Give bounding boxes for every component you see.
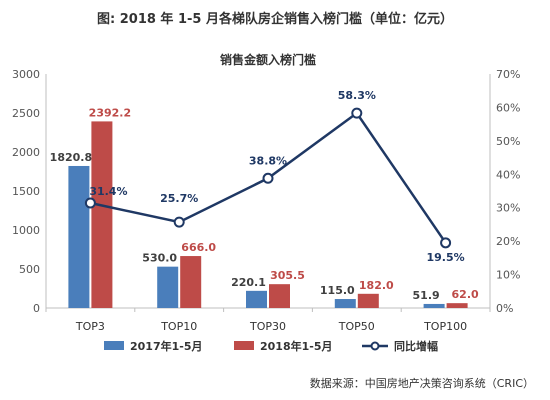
- y-right-tick-label: 70%: [496, 68, 520, 81]
- bar-value-label: 51.9: [413, 289, 440, 302]
- bar-value-label: 305.5: [270, 269, 305, 282]
- y-right-tick-label: 40%: [496, 168, 520, 181]
- bar-value-label: 220.1: [231, 276, 266, 289]
- bar-value-label: 2392.2: [89, 106, 131, 119]
- growth-point: [173, 216, 185, 228]
- y-right-tick-label: 10%: [496, 269, 520, 282]
- growth-point: [440, 237, 452, 249]
- y-right-tick-label: 0%: [496, 302, 513, 315]
- bar-value-label: 182.0: [359, 279, 394, 292]
- x-tick-label: TOP3: [75, 320, 105, 333]
- growth-value-label: 19.5%: [427, 251, 465, 264]
- legend-growth-swatch-marker: [370, 341, 380, 351]
- source-note: 数据来源：中国房地产决策咨询系统（CRIC）: [309, 377, 534, 390]
- growth-value-label: 31.4%: [89, 185, 127, 198]
- y-left-tick-label: 2500: [12, 107, 40, 120]
- bar-2017: [68, 165, 90, 308]
- bar-value-label: 666.0: [181, 241, 216, 254]
- x-tick-label: TOP30: [249, 320, 286, 333]
- growth-point: [84, 197, 96, 209]
- bar-2018: [269, 284, 290, 308]
- bar-2018: [91, 121, 113, 308]
- growth-point: [351, 107, 363, 119]
- y-left-tick-label: 1500: [12, 185, 40, 198]
- y-left-tick-label: 3000: [12, 68, 40, 81]
- chart-title: 销售金额入榜门槛: [220, 52, 316, 67]
- growth-point: [262, 172, 274, 184]
- legend-2017-label: 2017年1-5月: [130, 339, 203, 353]
- bar-value-label: 62.0: [452, 288, 479, 301]
- legend-2018-label: 2018年1-5月: [260, 339, 333, 353]
- y-right-tick-label: 60%: [496, 101, 520, 114]
- growth-value-label: 58.3%: [338, 89, 376, 102]
- y-left-tick-label: 1000: [12, 224, 40, 237]
- x-tick-label: TOP10: [160, 320, 197, 333]
- bar-value-label: 530.0: [142, 252, 177, 265]
- bar-2018: [180, 256, 202, 308]
- y-left-tick-label: 500: [19, 263, 40, 276]
- bar-value-label: 1820.8: [50, 151, 92, 164]
- legend-2018-swatch: [234, 341, 254, 350]
- x-tick-label: TOP50: [338, 320, 375, 333]
- bar-2017: [423, 303, 445, 308]
- bar-2018: [357, 293, 379, 308]
- figure-title: 图: 2018 年 1-5 月各梯队房企销售入榜门槛（单位：亿元）: [97, 12, 453, 27]
- bar-2017: [246, 290, 267, 308]
- bar-2017: [157, 266, 179, 308]
- y-left-tick-label: 2000: [12, 146, 40, 159]
- bar-2018: [446, 303, 468, 308]
- x-tick-label: TOP100: [423, 320, 467, 333]
- y-left-tick-label: 0: [33, 302, 40, 315]
- y-right-tick-label: 50%: [496, 135, 520, 148]
- growth-value-label: 38.8%: [249, 154, 287, 167]
- bar-2017: [334, 299, 356, 308]
- y-right-tick-label: 20%: [496, 235, 520, 248]
- growth-value-label: 25.7%: [160, 192, 198, 205]
- y-right-tick-label: 30%: [496, 202, 520, 215]
- bar-value-label: 115.0: [320, 284, 355, 297]
- legend-growth-label: 同比增幅: [394, 339, 438, 353]
- legend-2017-swatch: [104, 341, 124, 350]
